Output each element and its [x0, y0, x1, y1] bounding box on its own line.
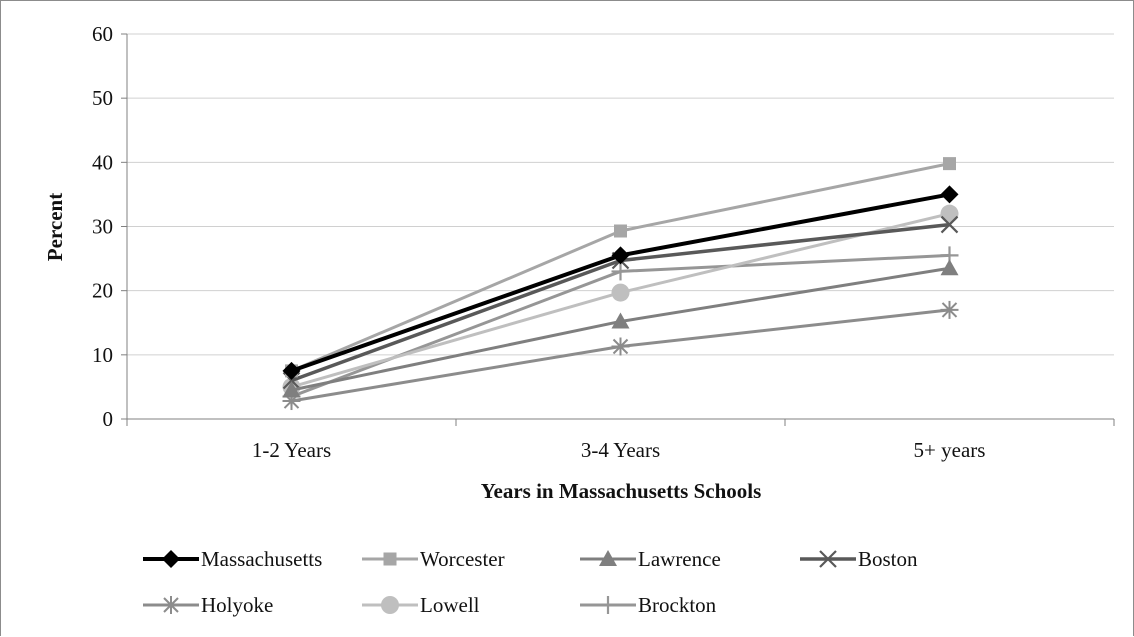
legend-marker — [819, 550, 837, 568]
legend-label: Massachusetts — [201, 547, 322, 571]
data-point — [940, 300, 959, 319]
legend-item-lowell: Lowell — [362, 593, 480, 617]
legend-marker — [162, 596, 180, 614]
x-axis-title: Years in Massachusetts Schools — [481, 479, 762, 503]
y-tick-label: 0 — [103, 407, 114, 431]
x-tick-label: 1-2 Years — [252, 438, 331, 462]
legend-label: Holyoke — [201, 593, 273, 617]
series-lawrence — [282, 259, 959, 398]
legend-marker — [162, 550, 180, 568]
legend-label: Boston — [858, 547, 918, 571]
gridlines — [127, 33, 1114, 356]
legend-label: Brockton — [638, 593, 717, 617]
y-tick-label: 50 — [92, 86, 113, 110]
legend-item-massachusetts: Massachusetts — [143, 547, 322, 571]
x-tick-label: 5+ years — [914, 438, 986, 462]
data-point — [611, 262, 630, 281]
legend-item-lawrence: Lawrence — [580, 547, 721, 571]
data-point — [940, 204, 959, 223]
data-point — [943, 157, 956, 171]
x-tick-labels: 1-2 Years 3-4 Years 5+ years — [252, 438, 986, 462]
data-point — [611, 337, 630, 356]
series-lines — [282, 157, 959, 411]
legend-marker — [599, 550, 617, 566]
legend: Massachusetts Worcester Lawrence Boston Holy… — [143, 547, 918, 617]
y-tick-label: 30 — [92, 215, 113, 239]
legend-item-brockton: Brockton — [580, 593, 717, 617]
legend-label: Lawrence — [638, 547, 721, 571]
data-point — [282, 361, 301, 380]
y-axis-title: Percent — [43, 193, 67, 261]
data-point — [611, 283, 630, 302]
legend-item-worcester: Worcester — [362, 547, 505, 571]
legend-item-boston: Boston — [800, 547, 918, 571]
axes — [121, 33, 1115, 426]
data-point — [940, 185, 959, 204]
y-tick-labels: 0 10 20 30 40 50 60 — [92, 22, 113, 431]
series-holyoke — [282, 300, 959, 411]
series-massachusetts — [282, 185, 959, 380]
legend-marker — [381, 596, 399, 614]
legend-marker — [383, 552, 397, 566]
y-tick-label: 20 — [92, 279, 113, 303]
y-tick-label: 60 — [92, 22, 113, 46]
data-point — [611, 312, 630, 329]
data-point — [614, 224, 627, 238]
y-tick-label: 40 — [92, 150, 113, 174]
data-point — [611, 246, 630, 265]
y-tick-label: 10 — [92, 343, 113, 367]
x-tick-label: 3-4 Years — [581, 438, 660, 462]
data-point — [282, 381, 301, 398]
data-point — [940, 259, 959, 276]
legend-label: Worcester — [420, 547, 505, 571]
legend-marker — [599, 596, 617, 614]
data-point — [940, 215, 959, 234]
legend-label: Lowell — [420, 593, 480, 617]
legend-item-holyoke: Holyoke — [143, 593, 273, 617]
